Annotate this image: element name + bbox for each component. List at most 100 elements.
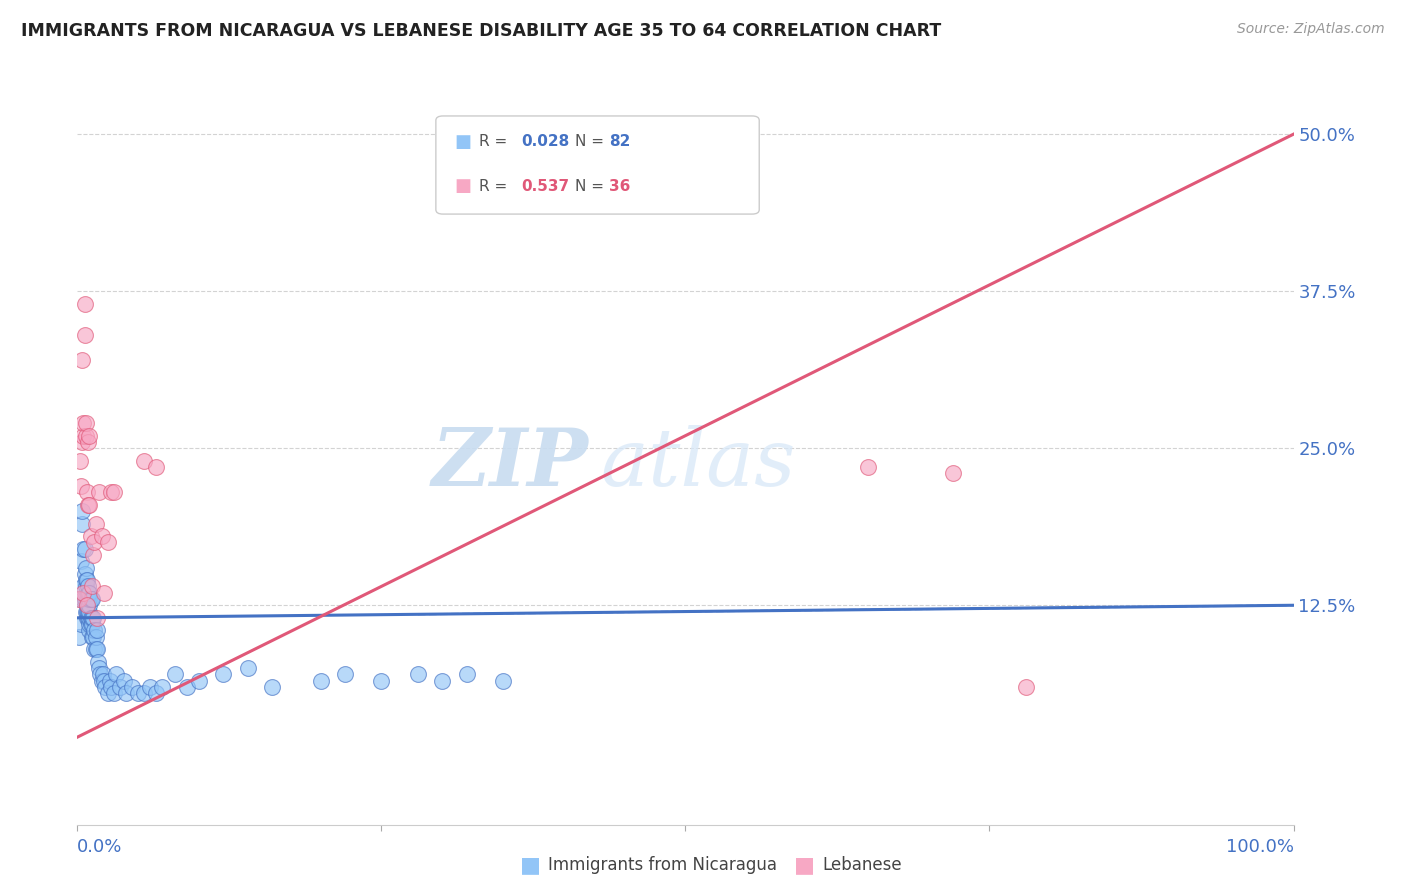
Text: IMMIGRANTS FROM NICARAGUA VS LEBANESE DISABILITY AGE 35 TO 64 CORRELATION CHART: IMMIGRANTS FROM NICARAGUA VS LEBANESE DI… [21, 22, 942, 40]
Point [75, 605, 97, 619]
Point [97, 535, 120, 549]
Point [79, 592, 101, 607]
Point [80, 617, 103, 632]
Point [72, 585, 94, 599]
Point [77, 605, 100, 619]
Point [70, 554, 93, 568]
Point [80, 579, 103, 593]
Point [73, 541, 96, 556]
Text: ■: ■ [454, 178, 471, 195]
Point [134, 454, 156, 468]
Point [406, 667, 429, 681]
Point [70, 353, 93, 368]
Text: ■: ■ [520, 855, 541, 875]
Text: Immigrants from Nicaragua: Immigrants from Nicaragua [548, 856, 778, 874]
Text: R =: R = [479, 179, 513, 194]
Point [72, 541, 94, 556]
Point [75, 560, 97, 574]
Point [83, 624, 105, 638]
Text: ■: ■ [794, 855, 815, 875]
Point [82, 611, 104, 625]
Point [212, 667, 235, 681]
Point [72, 428, 94, 442]
Point [69, 454, 91, 468]
Point [77, 579, 100, 593]
Point [80, 529, 103, 543]
Point [100, 485, 122, 500]
Point [76, 485, 98, 500]
Point [70, 479, 93, 493]
Point [80, 592, 103, 607]
Point [492, 673, 515, 688]
Point [90, 673, 112, 688]
Text: 82: 82 [609, 135, 630, 149]
Point [82, 548, 104, 562]
Point [77, 611, 100, 625]
Point [69, 592, 91, 607]
Text: atlas: atlas [600, 425, 796, 502]
Point [333, 667, 356, 681]
Text: 0.028: 0.028 [522, 135, 569, 149]
Point [83, 535, 105, 549]
Point [76, 573, 98, 587]
Point [188, 673, 211, 688]
Text: N =: N = [575, 179, 609, 194]
Point [97, 686, 120, 700]
Point [89, 667, 111, 681]
Point [145, 686, 167, 700]
Point [79, 585, 101, 599]
Point [89, 661, 111, 675]
Point [73, 592, 96, 607]
Point [77, 585, 100, 599]
Point [76, 611, 98, 625]
Point [75, 579, 97, 593]
Point [79, 498, 101, 512]
Text: 0.0%: 0.0% [77, 838, 122, 855]
Point [942, 467, 965, 481]
Point [79, 428, 101, 442]
Point [456, 667, 478, 681]
Point [70, 434, 93, 449]
Text: ZIP: ZIP [432, 425, 588, 502]
Point [139, 680, 162, 694]
Point [103, 686, 125, 700]
Point [79, 605, 101, 619]
Point [260, 680, 283, 694]
Point [84, 642, 107, 657]
Text: N =: N = [575, 135, 609, 149]
Point [72, 592, 94, 607]
Point [91, 667, 114, 681]
Text: R =: R = [479, 135, 513, 149]
Point [84, 516, 107, 531]
Point [72, 579, 94, 593]
Point [134, 686, 156, 700]
Point [152, 680, 174, 694]
Point [86, 642, 108, 657]
Point [67, 592, 90, 607]
Point [309, 673, 332, 688]
Point [115, 686, 138, 700]
Point [70, 504, 93, 518]
Point [76, 605, 98, 619]
Point [73, 566, 96, 581]
Point [77, 434, 100, 449]
Point [67, 630, 90, 644]
Point [84, 630, 107, 644]
Point [1015, 680, 1038, 694]
Point [93, 673, 115, 688]
Point [112, 673, 135, 688]
Point [94, 680, 117, 694]
Point [76, 599, 98, 613]
Point [108, 680, 131, 694]
Point [80, 611, 103, 625]
Point [79, 611, 101, 625]
Point [430, 673, 453, 688]
Point [121, 680, 143, 694]
Point [86, 624, 108, 638]
Text: ■: ■ [454, 133, 471, 151]
Point [76, 592, 98, 607]
Point [105, 667, 128, 681]
Text: 0.537: 0.537 [522, 179, 569, 194]
Point [79, 624, 101, 638]
Point [735, 153, 758, 167]
